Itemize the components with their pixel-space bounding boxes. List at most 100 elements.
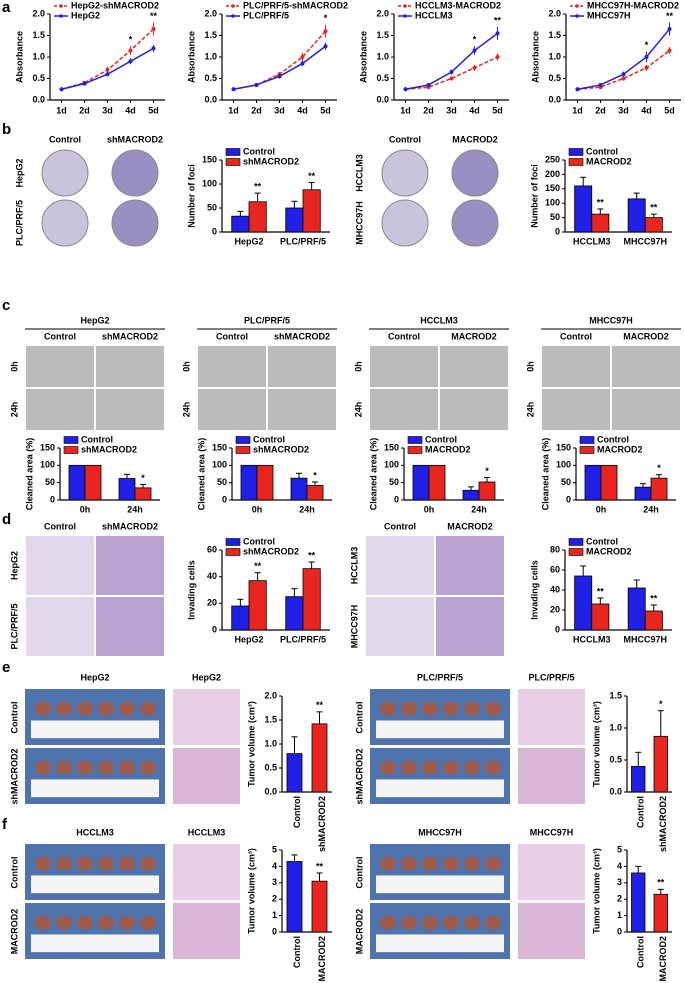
significance: ** [316,861,324,871]
plate-image [111,199,159,247]
histology-image [173,903,240,959]
y-tick-label: 0 [394,494,399,504]
x-tick-label: HepG2 [234,634,263,644]
ruler [376,934,504,953]
x-tick-label: 4d [641,105,652,115]
y-tick-label: 1 [617,910,622,920]
y-axis-label: Cleaned area (%) [368,438,378,511]
image-title: MHCC97H [589,315,633,325]
micrograph [96,536,164,595]
column-label: Control [49,134,81,144]
legend-swatch [235,446,251,454]
row-label: HCCLM3 [354,154,364,192]
legend-marker [575,14,579,18]
bar [231,605,250,631]
bar [627,587,646,631]
bar [644,610,663,631]
legend-label: HepG2 [71,10,100,20]
image-title: MHCC97H [418,827,462,837]
point [82,81,87,86]
image-title: HCCLM3 [420,315,458,325]
legend-swatch [568,148,584,156]
x-tick-label: 3d [618,105,629,115]
significance: ** [650,593,658,603]
point [575,87,580,92]
legend-label: MACROD2 [586,156,632,166]
y-tick-label: 150 [556,442,571,452]
point [300,61,305,66]
micrograph [26,536,94,595]
bar [428,464,446,501]
bar [134,487,152,501]
y-axis-label: Invading cells [529,560,539,620]
legend-label: Control [586,146,618,156]
y-tick-label: 40 [207,571,217,581]
y-tick-label: 50 [389,477,399,487]
column-label: Control [44,521,76,531]
micrograph [96,346,164,387]
bar [627,198,646,233]
point [449,70,454,75]
point [151,46,156,51]
y-tick-label: 150 [384,442,399,452]
x-tick-label: 3d [274,105,285,115]
y-tick-label: 5 [617,844,622,854]
bar [600,464,618,501]
significance: * [324,13,328,23]
legend-label: Control [425,434,457,444]
y-tick-label: 0 [212,624,217,634]
tumor [485,856,501,871]
row-label: 0h [9,361,19,372]
y-tick-label: 0.0 [376,94,389,104]
y-tick-label: 80 [550,544,560,554]
significance: ** [308,550,316,560]
bar [302,189,321,233]
tumor [98,760,114,775]
row-label: 0h [353,361,363,372]
bar [591,213,610,233]
tumor [56,701,72,716]
x-tick-label: Control [636,936,646,968]
bar [240,464,258,501]
y-tick-label: 2.0 [548,8,561,18]
row-label: shMACROD2 [9,748,19,804]
point [644,55,649,59]
series-line [61,28,155,90]
tumor [140,856,156,871]
y-tick-label: 3 [272,877,277,887]
legend-label: MACROD2 [597,444,643,454]
y-tick-label: 1 [272,910,277,920]
tumor [464,760,480,775]
y-tick-label: 100 [545,198,560,208]
x-tick-label: 1d [228,105,239,115]
tumor [401,760,417,775]
bar [644,217,663,233]
point [667,27,672,32]
y-tick-label: 0.0 [204,94,217,104]
tumor [422,760,438,775]
x-tick-label: 2d [251,105,262,115]
micrograph [366,597,434,656]
y-tick-label: 1.5 [32,30,45,40]
point [495,55,500,59]
row-label: 24h [9,402,19,418]
point [105,67,110,72]
tumor [35,915,51,930]
image-title: PLC/PRF/5 [244,315,290,325]
significance: * [659,699,663,709]
y-tick-label: 60 [207,544,217,554]
ruler [31,779,159,798]
y-tick-label: 2.0 [32,8,45,18]
x-tick-label: MACROD2 [317,936,327,982]
legend-label: shMACROD2 [243,156,299,166]
row-label: MACROD2 [9,909,19,955]
significance: ** [308,171,316,181]
point [621,76,626,81]
ruler [376,875,504,894]
significance: ** [597,197,605,207]
legend-label: shMACROD2 [253,444,309,454]
column-label: MACROD2 [623,331,669,341]
x-tick-label: 24h [299,504,315,514]
x-tick-label: Control [636,796,646,828]
legend-swatch [235,436,251,444]
